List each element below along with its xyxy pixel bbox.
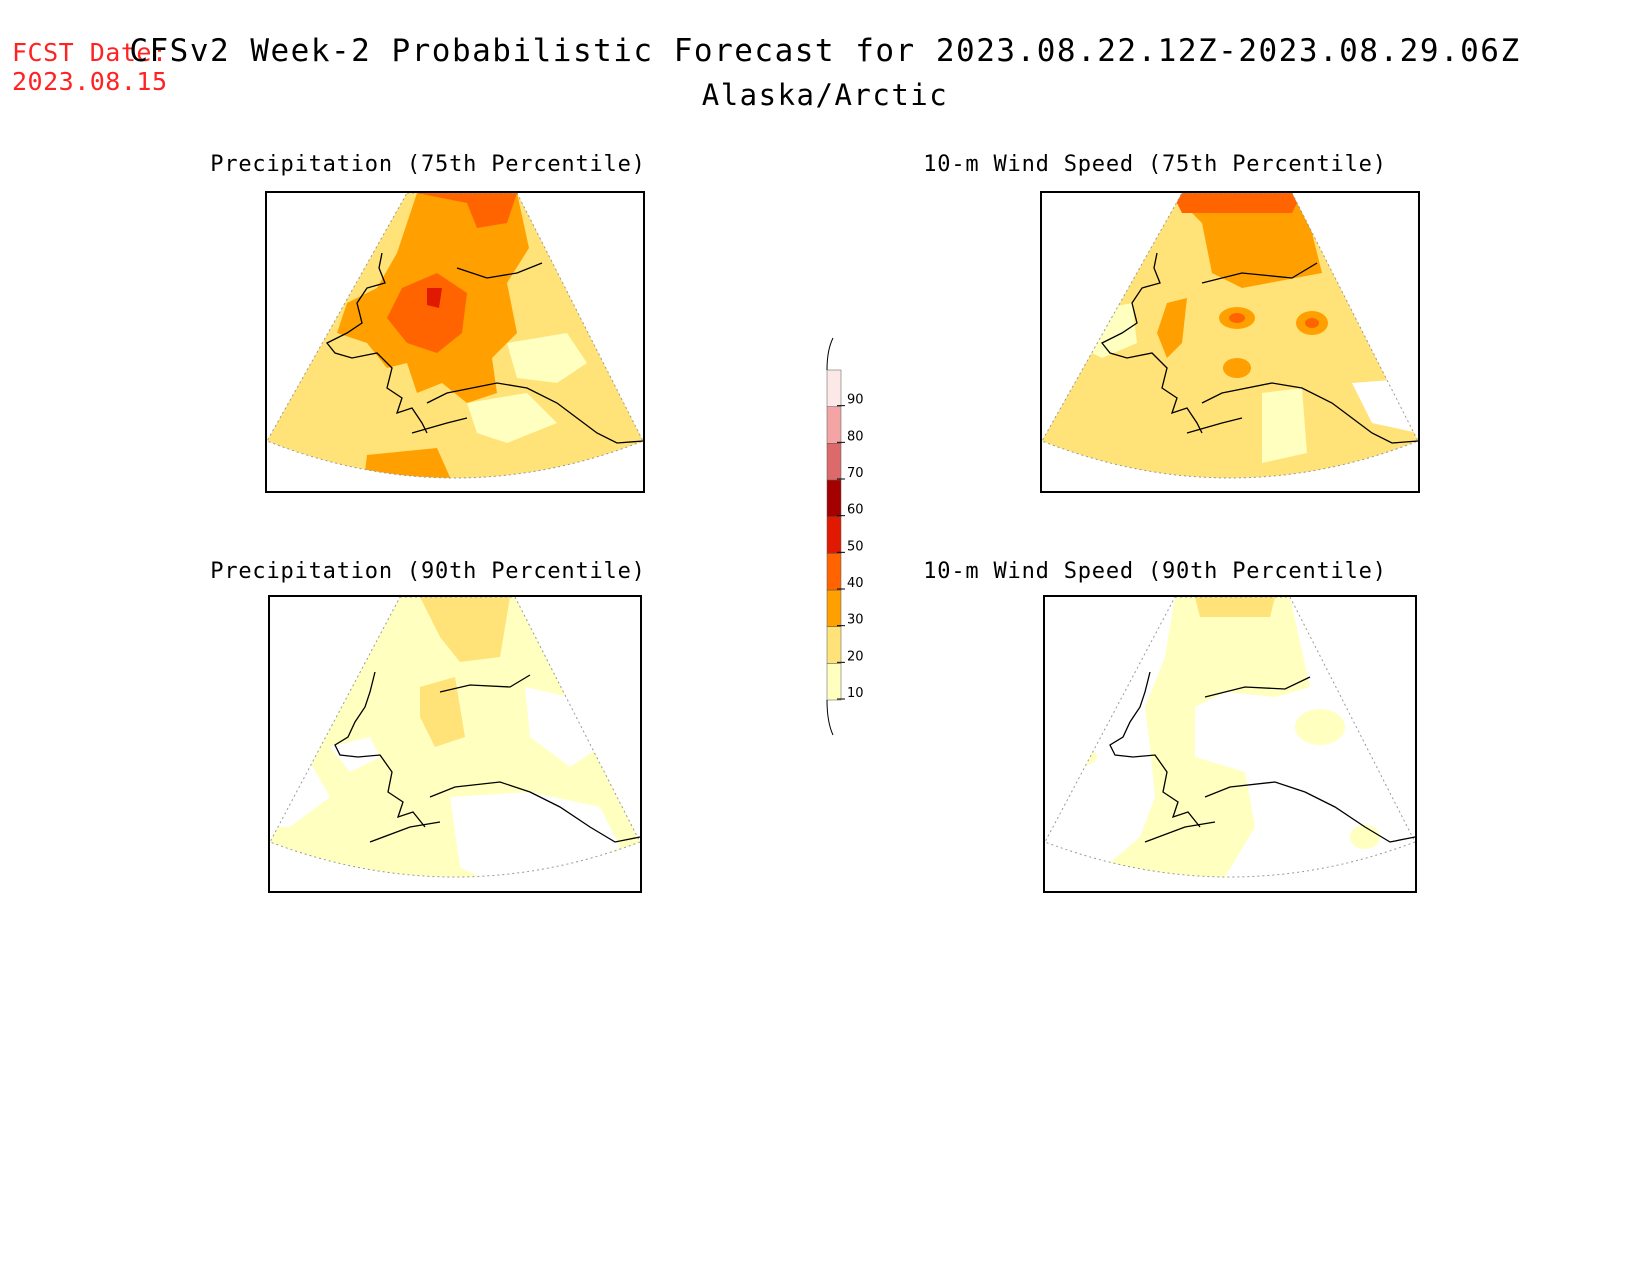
colorbar-box [826, 663, 842, 701]
shade-10-20 [1105, 597, 1310, 877]
panel-title-wind-90: 10-m Wind Speed (90th Percentile) [923, 559, 1387, 584]
shade-50-60 [427, 288, 442, 308]
forecast-date-label: FCST Date: [12, 38, 168, 67]
coastline [1109, 671, 1415, 843]
shade-20-30 [1195, 597, 1275, 617]
panel-title-wind-75: 10-m Wind Speed (75th Percentile) [923, 152, 1387, 177]
colorbar-box [826, 553, 842, 591]
colorbar-ticks: 10 20 30 40 50 60 70 80 90 [837, 393, 864, 701]
shade-30-40-e [1223, 358, 1251, 378]
panel-title-precip-75: Precipitation (75th Percentile) [210, 152, 646, 177]
shade-30-40-south [362, 448, 457, 478]
map-boundary [1042, 193, 1418, 479]
coastline [1100, 252, 1418, 444]
colorbar-boxes [826, 369, 842, 701]
colorbar: 10 20 30 40 50 60 70 80 90 [826, 337, 864, 736]
shade-10-20-e [1295, 709, 1345, 745]
shade-20-30-b [420, 677, 465, 747]
region-subtitle: Alaska/Arctic [701, 78, 949, 112]
colorbar-box [826, 626, 842, 664]
shade-40-50 [1172, 193, 1302, 213]
shade-30-40 [1172, 193, 1322, 288]
shade-30-40-b [1157, 298, 1187, 358]
colorbar-tick-label: 80 [847, 429, 864, 444]
map-wind-75 [1040, 191, 1420, 493]
shade-10-20-b [1262, 388, 1307, 463]
colorbar-tick-label: 30 [847, 613, 864, 628]
shade-20-30 [420, 597, 510, 662]
colorbar-box [826, 443, 842, 481]
main-title: CFSv2 Week-2 Probabilistic Forecast for … [0, 33, 1650, 69]
colorbar-tick-label: 20 [847, 649, 864, 664]
shade-10-20 [507, 333, 587, 383]
shade-40-50-core [387, 273, 467, 353]
colorbar-tick-label: 40 [847, 576, 864, 591]
colorbar-box [826, 479, 842, 517]
colorbar-tick-label: 90 [847, 393, 864, 408]
colorbar-tick-label: 10 [847, 686, 864, 701]
shade-below-10 [525, 687, 600, 767]
shade-below-10-c [330, 737, 380, 772]
colorbar-top-cap [826, 337, 834, 371]
main-title-text: CFSv2 Week-2 Probabilistic Forecast for … [129, 33, 1521, 69]
coastline [325, 252, 643, 444]
panel-title-precip-90: Precipitation (90th Percentile) [210, 559, 646, 584]
colorbar-box [826, 369, 842, 407]
forecast-date-value: 2023.08.15 [12, 67, 168, 96]
map-boundary [270, 597, 640, 878]
shade-40-50-d [1305, 318, 1319, 328]
colorbar-box [826, 589, 842, 627]
colorbar-bottom-cap [826, 699, 834, 736]
map-precip-90 [268, 595, 642, 893]
map-precip-75 [265, 191, 645, 493]
shade-10-20-b [467, 393, 557, 443]
map-boundary [1045, 597, 1415, 878]
coastline [334, 671, 640, 843]
shade-below-10-south [450, 792, 620, 877]
colorbar-box [826, 516, 842, 554]
colorbar-tick-label: 70 [847, 466, 864, 481]
colorbar-box [826, 406, 842, 444]
map-boundary [267, 193, 643, 479]
forecast-date-block: FCST Date: 2023.08.15 [12, 38, 168, 96]
shade-10-20-se [1350, 825, 1380, 849]
colorbar-tick-label: 50 [847, 539, 864, 554]
colorbar-tick-label: 60 [847, 503, 864, 518]
map-wind-90 [1043, 595, 1417, 893]
shade-40-50-c [1229, 313, 1245, 323]
shade-40-50-north [417, 193, 517, 228]
